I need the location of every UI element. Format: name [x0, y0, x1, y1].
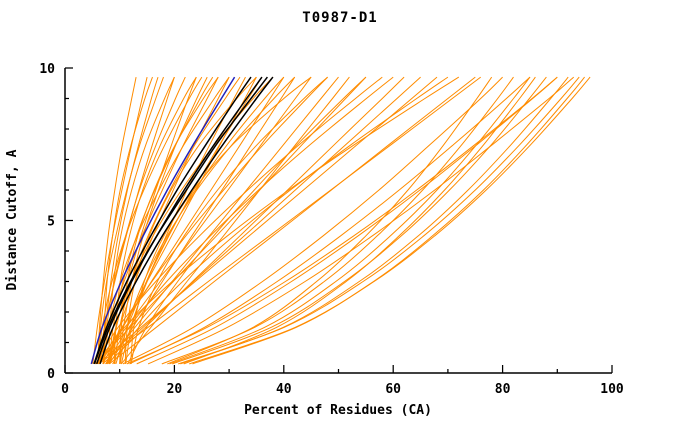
orange-model-curve	[169, 76, 531, 365]
orange-model-curve	[125, 76, 285, 364]
orange-model-curve	[113, 76, 197, 364]
orange-model-curve	[95, 76, 460, 365]
orange-model-curve	[109, 76, 197, 364]
x-tick-label: 40	[276, 382, 292, 397]
y-tick-label: 10	[39, 62, 55, 77]
y-axis-label: Distance Cutoff, A	[5, 149, 20, 290]
orange-model-curve	[97, 77, 137, 364]
orange-model-curve	[126, 76, 558, 365]
orange-model-curve	[119, 76, 219, 364]
x-axis-label: Percent of Residues (CA)	[244, 403, 432, 418]
x-tick-label: 20	[167, 382, 183, 397]
orange-model-curve	[183, 76, 536, 365]
orange-model-curve	[130, 76, 328, 365]
black-model-curve	[95, 76, 263, 365]
x-tick-label: 80	[495, 382, 511, 397]
orange-model-curve	[102, 76, 159, 364]
orange-model-curve	[97, 76, 438, 365]
orange-model-curve	[127, 76, 367, 365]
orange-model-curve	[98, 76, 482, 365]
orange-model-curve	[172, 76, 547, 365]
series-lines	[90, 76, 591, 365]
orange-model-curve	[108, 76, 476, 365]
orange-model-curve	[105, 76, 328, 365]
orange-model-curve	[97, 76, 164, 364]
orange-model-curve	[192, 76, 585, 365]
orange-model-curve	[95, 76, 383, 365]
blue-model-curve	[90, 76, 236, 365]
orange-model-curve	[106, 76, 405, 365]
orange-model-curve	[189, 76, 591, 365]
orange-model-curve	[161, 76, 514, 365]
x-tick-label: 60	[385, 382, 401, 397]
axes	[64, 67, 613, 374]
orange-model-curve	[119, 76, 208, 364]
black-model-curve	[93, 76, 268, 365]
orange-model-curve	[92, 76, 148, 364]
black-model-curve	[93, 76, 252, 365]
y-tick-label: 5	[47, 215, 55, 230]
orange-model-curve	[95, 76, 367, 365]
black-model-curve	[99, 76, 274, 365]
orange-model-curve	[112, 76, 449, 365]
orange-model-curve	[178, 76, 580, 365]
orange-model-curve	[120, 76, 350, 365]
y-tick-label: 0	[47, 367, 55, 382]
orange-model-curve	[122, 76, 503, 365]
orange-model-curve	[167, 76, 493, 365]
orange-model-curve	[108, 76, 296, 365]
orange-model-curve	[105, 76, 339, 365]
orange-model-curve	[98, 76, 175, 364]
orange-model-curve	[102, 76, 153, 364]
orange-model-curve	[129, 76, 531, 365]
x-tick-label: 100	[600, 382, 624, 397]
plot-title: T0987-D1	[302, 10, 377, 26]
x-tick-label: 0	[61, 382, 69, 397]
